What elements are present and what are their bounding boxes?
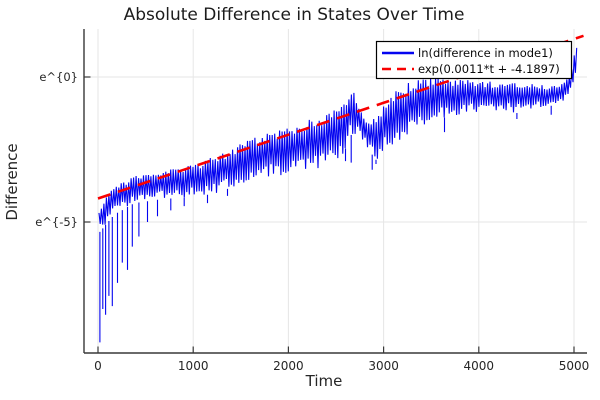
legend-entry-difference-label: ln(difference in mode1) [418,46,553,60]
difference-line-spikes [99,105,552,343]
x-tick-label: 4000 [464,359,495,373]
legend-box [375,40,573,80]
x-tick-label: 1000 [178,359,209,373]
x-tick-labels: 0 1000 2000 3000 4000 5000 [94,359,589,373]
y-tick-label: e^{0} [39,70,78,84]
y-axis-label: Difference [3,143,21,220]
difference-line-path [98,47,578,225]
series-difference-line [98,47,578,343]
axis-spines [83,29,587,354]
axis-tick-marks [84,76,575,353]
legend-entry-fit-label: exp(0.0011*t + -4.1897) [418,62,560,76]
chart-title: Absolute Difference in States Over Time [124,5,465,25]
x-tick-label: 3000 [368,359,399,373]
x-tick-label: 2000 [273,359,304,373]
y-tick-labels: e^{0} e^{-5} [35,70,78,229]
x-axis-label: Time [305,372,343,390]
x-tick-label: 5000 [559,359,590,373]
y-tick-label: e^{-5} [35,215,78,229]
legend: ln(difference in mode1) exp(0.0011*t + -… [375,40,573,80]
x-tick-label: 0 [94,359,102,373]
